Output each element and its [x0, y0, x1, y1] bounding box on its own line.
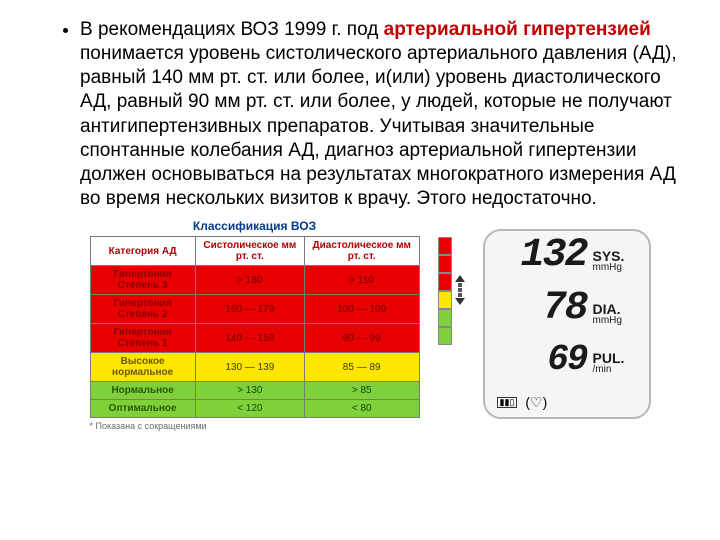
device-icons: ▮▮▯ (♡)	[493, 394, 641, 411]
th-dia: Диастолическое мм рт. ст.	[304, 237, 419, 266]
lower-graphics: Классификация ВОЗ Категория АД Систоличе…	[60, 219, 680, 431]
battery-icon: ▮▮▯	[497, 397, 518, 408]
dia-label: DIA. mmHg	[593, 302, 641, 326]
bar-segment	[438, 291, 452, 309]
bar-segment	[438, 273, 452, 291]
classification-title: Классификация ВОЗ	[90, 219, 420, 233]
sys-row: 132 SYS. mmHg	[493, 239, 641, 273]
table-row: Гипертония Степень 2160 — 179100 — 109	[90, 295, 419, 324]
cell-dia: > 85	[304, 382, 419, 400]
table-row: Высокое нормальное130 — 13985 — 89	[90, 353, 419, 382]
cell-sys: 140 — 159	[195, 324, 304, 353]
cell-category: Гипертония Степень 1	[90, 324, 195, 353]
sys-value: 132	[493, 239, 593, 273]
cell-sys: > 180	[195, 266, 304, 295]
cell-category: Гипертония Степень 3	[90, 266, 195, 295]
paragraph: В рекомендациях ВОЗ 1999 г. под артериал…	[80, 18, 680, 211]
bar-segment	[438, 327, 452, 345]
sys-label: SYS. mmHg	[593, 249, 641, 273]
table-row: Нормальное> 130> 85	[90, 382, 419, 400]
table-row: Оптимальное< 120< 80	[90, 400, 419, 418]
classification-block: Классификация ВОЗ Категория АД Систоличе…	[90, 219, 420, 431]
bar-segment	[438, 237, 452, 255]
bar-segment	[438, 309, 452, 327]
cell-dia: 100 — 109	[304, 295, 419, 324]
table-row: Гипертония Степень 1140 — 15990 — 99	[90, 324, 419, 353]
dia-row: 78 DIA. mmHg	[493, 292, 641, 326]
cell-dia: 90 — 99	[304, 324, 419, 353]
bullet-list: В рекомендациях ВОЗ 1999 г. под артериал…	[60, 18, 680, 211]
pul-row: 69 PUL. /min	[493, 345, 641, 376]
classification-table: Категория АД Систолическое мм рт. ст. Ди…	[90, 236, 420, 418]
cell-category: Оптимальное	[90, 400, 195, 418]
bar-indicator	[438, 219, 465, 345]
pul-value: 69	[493, 345, 593, 376]
dia-value: 78	[493, 292, 593, 326]
cell-dia: < 80	[304, 400, 419, 418]
bar-segment	[438, 255, 452, 273]
cell-category: Нормальное	[90, 382, 195, 400]
cell-sys: 160 — 179	[195, 295, 304, 324]
classification-footnote: * Показана с сокращениями	[90, 421, 420, 431]
th-sys: Систолическое мм рт. ст.	[195, 237, 304, 266]
paragraph-term: артериальной гипертензией	[384, 19, 651, 40]
th-category: Категория АД	[90, 237, 195, 266]
paragraph-rest: понимается уровень систолического артери…	[80, 43, 677, 209]
cell-dia: > 110	[304, 266, 419, 295]
pul-label: PUL. /min	[593, 351, 641, 375]
bp-monitor: 132 SYS. mmHg 78 DIA. mmHg 69 PUL. /min	[483, 229, 651, 419]
cell-dia: 85 — 89	[304, 353, 419, 382]
heart-icon: (♡)	[525, 394, 547, 411]
cell-sys: > 130	[195, 382, 304, 400]
cell-sys: < 120	[195, 400, 304, 418]
bar-pointer	[455, 275, 465, 305]
cell-category: Высокое нормальное	[90, 353, 195, 382]
cell-sys: 130 — 139	[195, 353, 304, 382]
cell-category: Гипертония Степень 2	[90, 295, 195, 324]
table-row: Гипертония Степень 3> 180> 110	[90, 266, 419, 295]
paragraph-lead: В рекомендациях ВОЗ 1999 г. под	[80, 19, 384, 40]
